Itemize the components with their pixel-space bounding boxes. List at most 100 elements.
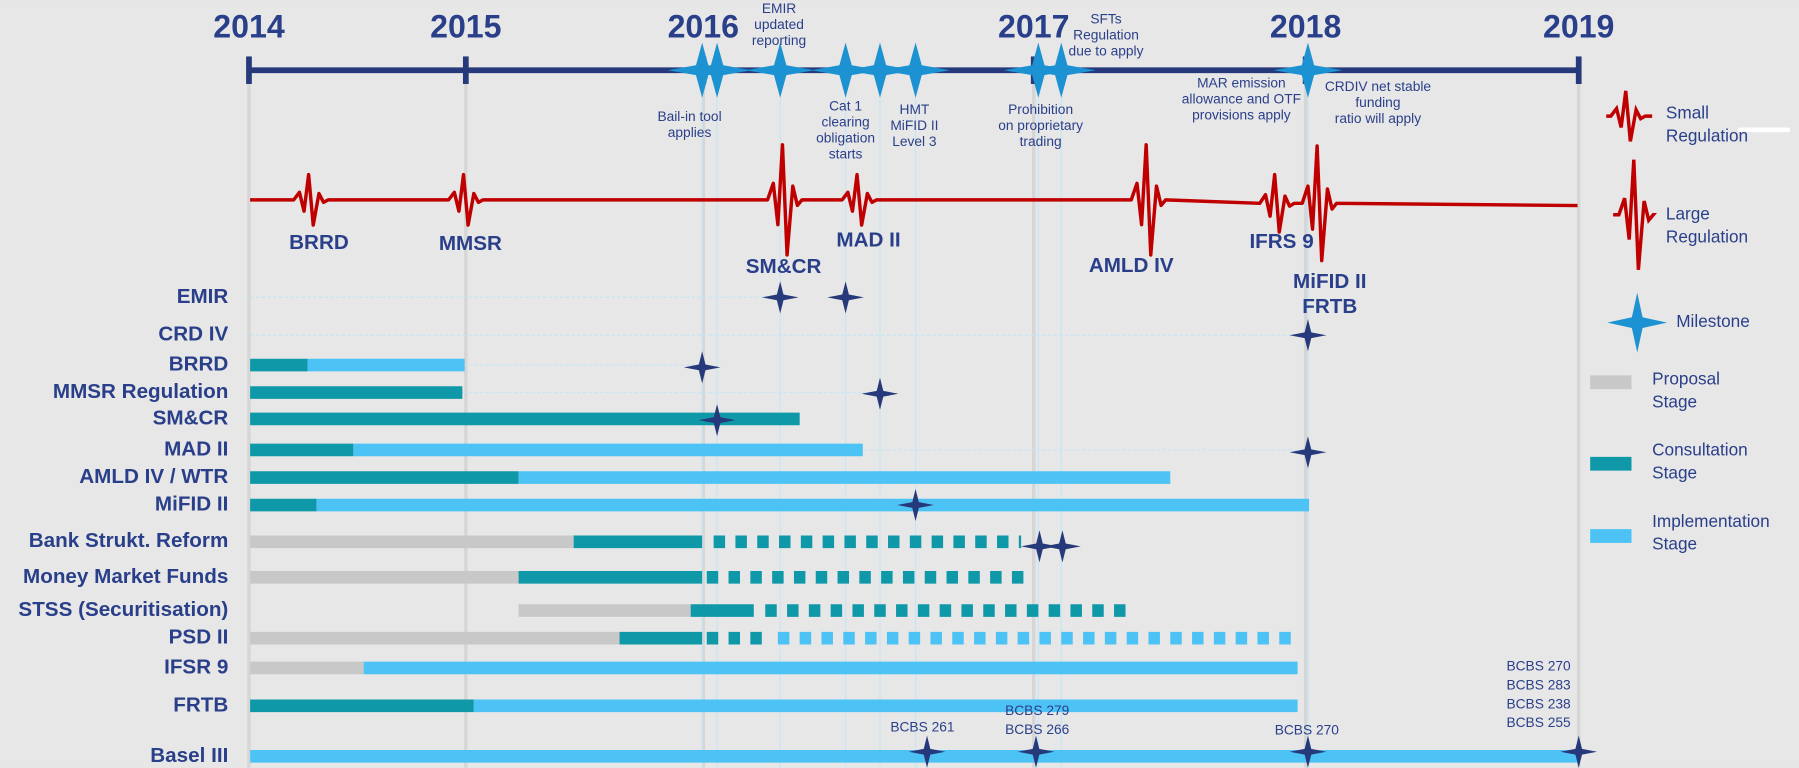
row-label: SM&CR — [153, 406, 229, 429]
bcbs-label: BCBS 238 — [1506, 696, 1571, 711]
row-label: MAD II — [164, 437, 228, 460]
bcbs-label: BCBS 261 — [890, 719, 954, 734]
milestone-label: SFTs — [1090, 11, 1121, 26]
bcbs-label: BCBS 270 — [1275, 723, 1340, 738]
row-milestone — [698, 404, 736, 437]
milestone-label: due to apply — [1069, 43, 1144, 58]
milestone-label: allowance and OTF — [1182, 92, 1301, 107]
year-label: 2016 — [668, 8, 739, 44]
row-label: PSD II — [169, 626, 229, 649]
legend-swatch — [1590, 456, 1632, 471]
regulation-label: AMLD IV — [1089, 254, 1174, 277]
legend-swatch — [1590, 529, 1632, 543]
regulation-label: FRTB — [1302, 295, 1357, 318]
milestone-label: MiFID II — [890, 118, 938, 133]
legend-label: Regulation — [1666, 125, 1748, 145]
regulation-label: BRRD — [289, 231, 349, 254]
legend-label: Consultation — [1652, 440, 1748, 460]
milestone-label: provisions apply — [1192, 108, 1291, 123]
row-label: CRD IV — [158, 323, 228, 346]
row-label: STSS (Securitisation) — [18, 598, 228, 621]
row-milestone — [1560, 735, 1598, 768]
row-milestone — [1044, 530, 1081, 563]
regulation-label: MAD II — [836, 229, 900, 252]
row-milestone — [1021, 530, 1058, 563]
row-milestone — [683, 351, 721, 384]
milestone-star — [1026, 42, 1096, 98]
year-label: 2015 — [430, 8, 501, 44]
row-label: AMLD IV / WTR — [79, 465, 228, 488]
legend-label: Regulation — [1666, 226, 1748, 246]
milestone-label: HMT — [900, 102, 930, 117]
milestone-label: funding — [1355, 95, 1400, 110]
milestone-label: Bail-in tool — [657, 109, 721, 124]
legend-small-wave — [1606, 90, 1653, 142]
row-label: EMIR — [177, 285, 229, 308]
milestone-star — [1273, 42, 1343, 98]
regulation-label: MiFID II — [1293, 270, 1366, 293]
row-milestone — [861, 377, 899, 410]
milestone-label: Level 3 — [892, 134, 937, 149]
legend-label: Stage — [1652, 463, 1697, 483]
row-label: BRRD — [169, 353, 229, 376]
milestone-label: Prohibition — [1008, 102, 1073, 117]
row-milestone — [1017, 735, 1055, 768]
year-label: 2017 — [998, 8, 1069, 44]
milestone-label: Cat 1 — [829, 99, 862, 114]
row-milestone — [1289, 735, 1327, 768]
legend-label: Large — [1666, 203, 1710, 223]
milestone-star — [745, 42, 815, 98]
milestone-label: reporting — [752, 33, 806, 48]
legend-star — [1607, 292, 1668, 353]
milestone-label: Regulation — [1073, 27, 1139, 42]
bcbs-label: BCBS 255 — [1506, 715, 1571, 730]
bcbs-label: BCBS 279 — [1005, 703, 1069, 718]
white-mark — [1738, 127, 1790, 133]
regulation-label: SM&CR — [746, 255, 822, 278]
legend-label: Stage — [1652, 534, 1697, 554]
row-label: MMSR Regulation — [53, 380, 228, 403]
regulation-label: MMSR — [439, 232, 502, 255]
milestone-label: EMIR — [762, 1, 796, 16]
milestone-label: starts — [829, 147, 863, 162]
legend-label: Milestone — [1676, 311, 1750, 331]
milestone-label: applies — [668, 125, 712, 140]
row-milestone — [1289, 436, 1327, 469]
milestone-label: MAR emission — [1197, 76, 1286, 91]
bcbs-label: BCBS 266 — [1005, 722, 1070, 737]
regulation-label: IFRS 9 — [1249, 230, 1313, 253]
legend-label: Stage — [1652, 391, 1697, 411]
milestone-star — [682, 42, 752, 98]
milestone-label: clearing — [821, 115, 869, 130]
row-label: Bank Strukt. Reform — [29, 529, 229, 552]
row-label: MiFID II — [155, 492, 228, 515]
legend-label: Small — [1666, 102, 1709, 122]
row-milestone — [761, 281, 799, 314]
row-milestone — [827, 281, 864, 314]
milestone-label: ratio will apply — [1335, 111, 1421, 126]
year-label: 2019 — [1543, 8, 1614, 44]
year-label: 2018 — [1270, 8, 1341, 44]
regulation-wave — [250, 143, 1578, 263]
legend-swatch — [1590, 375, 1632, 390]
milestone-label: on proprietary — [998, 118, 1083, 133]
milestone-star — [845, 42, 915, 98]
row-milestone — [897, 488, 934, 522]
milestone-label: trading — [1020, 134, 1062, 149]
row-label: FRTB — [173, 693, 228, 716]
row-label: IFSR 9 — [164, 655, 228, 678]
legend-label: Implementation — [1652, 511, 1770, 531]
legend-label: Proposal — [1652, 369, 1720, 389]
milestone-label: updated — [754, 17, 804, 32]
row-label: Money Market Funds — [23, 565, 228, 588]
row-label: Basel III — [150, 744, 228, 767]
row-milestone — [908, 735, 946, 768]
row-milestone — [1289, 319, 1327, 352]
legend-large-wave — [1613, 159, 1657, 270]
milestone-star — [881, 42, 950, 98]
year-label: 2014 — [213, 8, 285, 44]
bcbs-label: BCBS 283 — [1506, 677, 1571, 692]
bcbs-label: BCBS 270 — [1506, 658, 1571, 673]
milestone-label: obligation — [816, 131, 875, 146]
